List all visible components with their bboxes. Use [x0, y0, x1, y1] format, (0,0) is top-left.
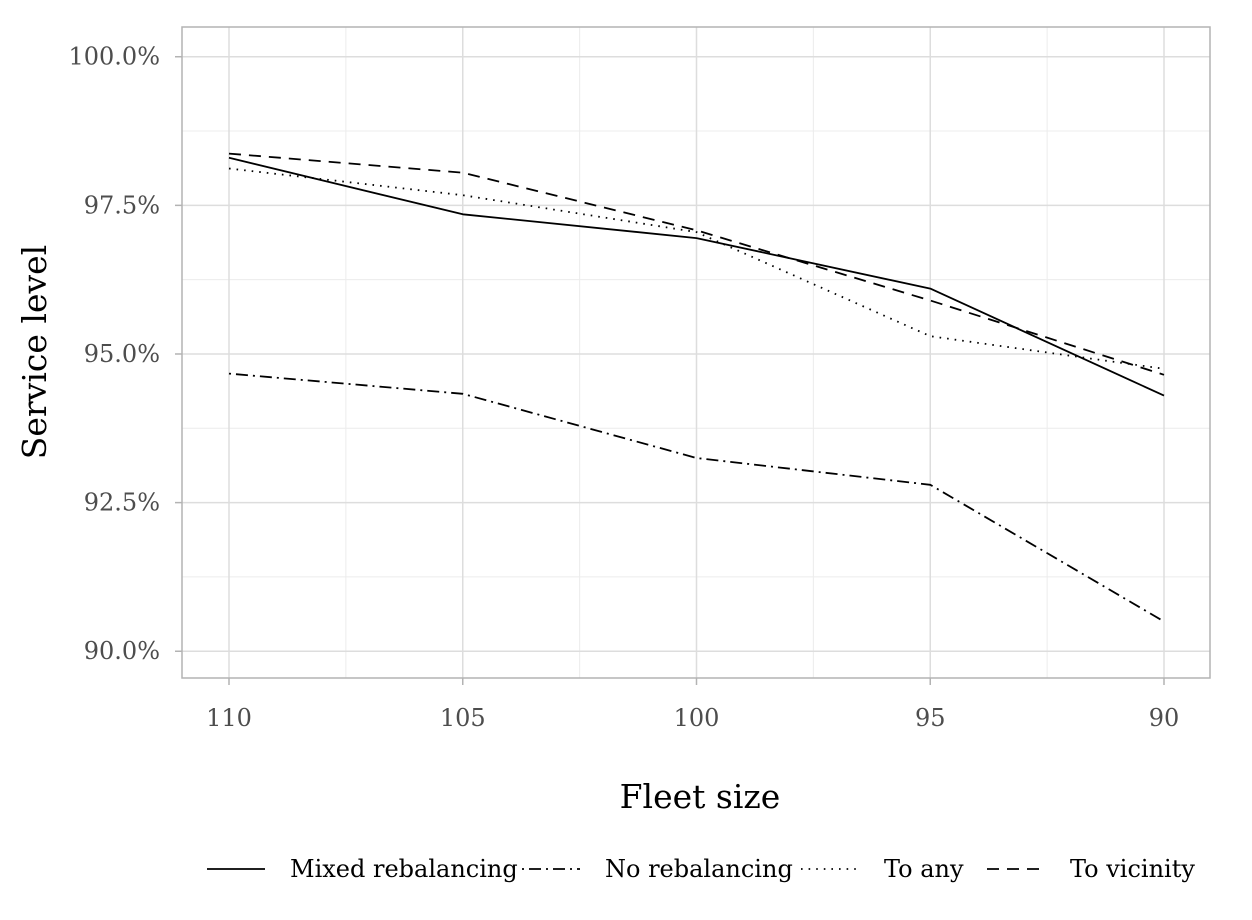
y-tick-label: 95.0%	[84, 340, 160, 368]
x-tick-label: 105	[440, 704, 486, 732]
x-tick-label: 110	[206, 704, 252, 732]
legend-label: To any	[884, 855, 964, 883]
legend-label: No rebalancing	[605, 855, 793, 883]
series-line-no-rebalancing	[228, 372, 1165, 623]
x-tick-label: 95	[915, 704, 946, 732]
x-axis-ticks: 110 105 100 95 90	[206, 678, 1179, 732]
legend: Mixed rebalancing No rebalancing To any To …	[207, 855, 1195, 883]
y-tick-label: 100.0%	[68, 43, 160, 71]
grid-major	[182, 27, 1210, 678]
series-layer	[228, 152, 1165, 623]
series-line-to-vicinity	[228, 152, 1165, 376]
legend-label: Mixed rebalancing	[290, 855, 518, 883]
y-tick-label: 97.5%	[84, 191, 160, 219]
x-axis-title: Fleet size	[620, 777, 781, 816]
y-axis-title: Service level	[15, 245, 54, 459]
y-axis-ticks: 90.0% 92.5% 95.0% 97.5% 100.0%	[68, 43, 182, 665]
series-line-to-any	[228, 167, 1165, 370]
series-line-mixed-rebalancing	[228, 156, 1165, 397]
x-tick-label: 100	[674, 704, 720, 732]
legend-label: To vicinity	[1070, 855, 1195, 883]
y-tick-label: 92.5%	[84, 489, 160, 517]
y-tick-label: 90.0%	[84, 637, 160, 665]
x-tick-label: 90	[1149, 704, 1180, 732]
